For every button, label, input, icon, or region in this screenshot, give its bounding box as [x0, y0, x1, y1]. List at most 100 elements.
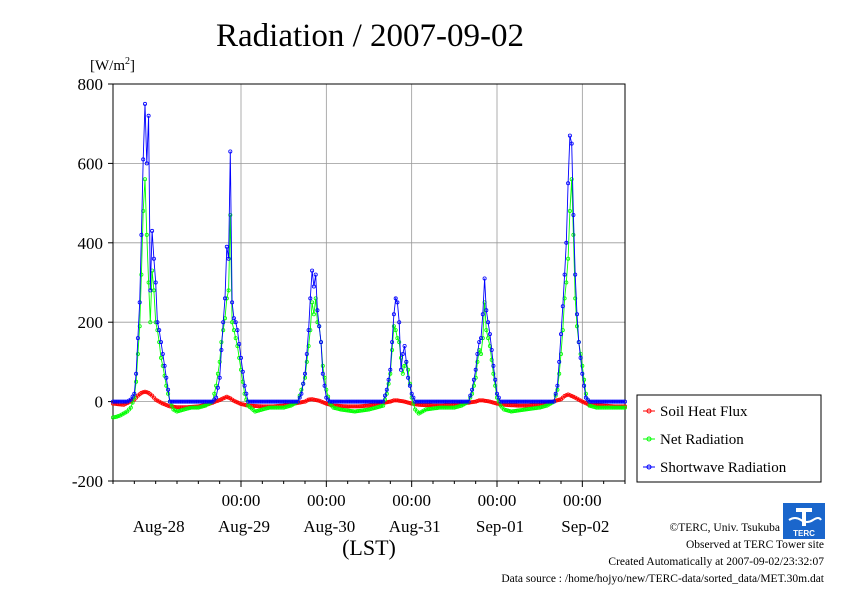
- data-point: [566, 181, 571, 186]
- data-point: [320, 400, 325, 405]
- data-point: [404, 359, 409, 364]
- data-point: [347, 408, 352, 413]
- data-point: [217, 359, 222, 364]
- data-point: [402, 363, 407, 368]
- data-point: [471, 399, 476, 404]
- data-point: [457, 404, 462, 409]
- data-point: [233, 320, 238, 325]
- data-point: [491, 371, 496, 376]
- y-tick-label: 400: [78, 234, 104, 253]
- x-date-tick-label: Aug-31: [389, 517, 441, 536]
- data-point: [527, 406, 532, 411]
- data-point: [370, 406, 375, 411]
- data-point: [486, 399, 491, 404]
- data-point: [254, 404, 259, 409]
- data-point: [283, 405, 288, 410]
- y-tick-label: -200: [72, 472, 103, 491]
- data-point: [398, 367, 403, 372]
- data-point: [299, 400, 304, 405]
- data-point: [491, 400, 496, 405]
- data-point: [505, 408, 510, 413]
- data-point: [212, 391, 217, 396]
- plot-frame: [112, 83, 626, 482]
- data-point: [144, 390, 149, 395]
- data-point: [551, 399, 556, 404]
- data-point: [496, 395, 501, 400]
- data-point: [215, 398, 220, 403]
- data-point: [116, 414, 121, 419]
- data-point: [302, 371, 307, 376]
- data-point: [569, 177, 574, 182]
- data-point: [174, 399, 179, 404]
- data-point: [534, 406, 539, 411]
- data-point: [253, 409, 258, 414]
- data-point: [510, 409, 515, 414]
- data-point: [187, 406, 192, 411]
- data-point: [372, 406, 377, 411]
- data-point: [317, 324, 322, 329]
- data-point: [516, 408, 521, 413]
- data-point: [409, 391, 414, 396]
- data-point: [203, 399, 208, 404]
- data-point: [375, 405, 380, 410]
- data-point: [532, 406, 537, 411]
- data-point: [555, 398, 560, 403]
- data-point: [400, 399, 405, 404]
- data-point: [166, 387, 171, 392]
- data-point: [315, 398, 320, 403]
- data-point: [342, 404, 347, 409]
- data-point: [198, 405, 203, 410]
- data-point: [221, 320, 226, 325]
- data-point: [142, 389, 147, 394]
- data-point: [576, 340, 581, 345]
- data-point: [334, 406, 339, 411]
- data-point: [388, 367, 393, 372]
- data-point: [258, 407, 263, 412]
- data-point: [363, 403, 368, 408]
- observed-text: Observed at TERC Tower site: [686, 539, 824, 551]
- data-point: [228, 212, 233, 217]
- data-point: [430, 406, 435, 411]
- data-point: [304, 351, 309, 356]
- data-point: [473, 367, 478, 372]
- data-point: [182, 407, 187, 412]
- data-point: [171, 399, 176, 404]
- data-point: [214, 395, 219, 400]
- data-point: [381, 399, 386, 404]
- data-point: [320, 371, 325, 376]
- data-point: [205, 399, 210, 404]
- data-point: [233, 336, 238, 341]
- data-point: [226, 256, 231, 261]
- data-point: [402, 399, 407, 404]
- data-point: [564, 240, 569, 245]
- data-point: [297, 395, 302, 400]
- series-line: [112, 179, 625, 418]
- x-time-tick-label: 00:00: [478, 491, 517, 510]
- x-axis-label: (LST): [342, 535, 396, 560]
- data-point: [174, 405, 179, 410]
- data-point: [567, 208, 572, 213]
- terc-logo: TERC: [783, 503, 825, 539]
- data-point: [281, 405, 286, 410]
- data-point: [397, 398, 402, 403]
- data-point: [231, 316, 236, 321]
- data-point: [493, 401, 498, 406]
- data-point: [208, 399, 213, 404]
- data-point: [407, 383, 412, 388]
- data-point: [555, 387, 560, 392]
- data-point: [310, 397, 315, 402]
- data-point: [224, 244, 229, 249]
- data-point: [471, 377, 476, 382]
- data-point: [569, 141, 574, 146]
- data-point: [557, 359, 562, 364]
- logo-wave-icon: [788, 517, 822, 523]
- data-point: [132, 391, 137, 396]
- data-point: [295, 399, 300, 404]
- data-point: [238, 355, 243, 360]
- data-point: [242, 402, 247, 407]
- data-point: [510, 403, 515, 408]
- data-point: [183, 406, 188, 411]
- x-date-tick-label: Aug-28: [133, 517, 185, 536]
- data-point: [222, 296, 227, 301]
